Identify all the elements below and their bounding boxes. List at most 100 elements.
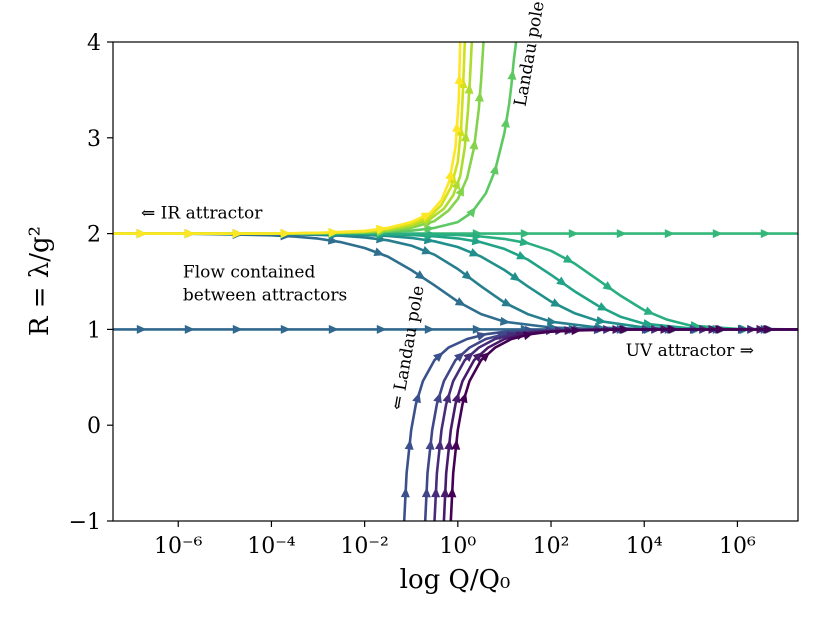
flow-arrow — [763, 324, 774, 334]
annotation-text: ⇐ IR attractor — [141, 203, 263, 223]
y-tick-label: 3 — [87, 127, 101, 152]
flow-arrow — [472, 231, 483, 241]
flow-arrow — [280, 228, 291, 238]
flow-arrow — [501, 298, 513, 307]
flow-arrow — [461, 270, 473, 280]
flow-arrow — [451, 392, 461, 404]
y-tick-label: 1 — [87, 318, 101, 343]
flow-arrow — [466, 206, 476, 218]
flow-arrow — [476, 331, 488, 341]
flow-arrow — [184, 229, 195, 239]
annotation-text: UV attractor ⇒ — [626, 341, 754, 361]
flow-arrow — [232, 324, 243, 334]
x-tick-label: 10⁴ — [626, 534, 663, 559]
flow-arrow — [464, 83, 474, 94]
flow-arrow — [421, 487, 431, 498]
annotation-text: Landau pole ⇒ — [511, 0, 553, 108]
flow-arrow — [420, 212, 432, 221]
flow-arrow — [445, 169, 455, 181]
flow-arrow — [568, 229, 579, 239]
flow-arrow — [447, 487, 457, 498]
flow-arrow — [434, 439, 444, 450]
flow-arrow — [596, 316, 607, 326]
flow-arrow — [328, 324, 339, 334]
flow-arrow — [184, 324, 195, 334]
flow-arrow — [421, 245, 433, 255]
y-tick-label: 2 — [87, 223, 101, 248]
y-tick-label: 0 — [87, 414, 101, 439]
x-tick-label: 10² — [533, 534, 570, 559]
flow-arrow — [400, 487, 410, 498]
x-tick-label: 10⁻⁴ — [247, 534, 296, 559]
flow-arrow — [433, 392, 442, 404]
flow-arrow — [664, 229, 675, 239]
flow-arrow — [619, 325, 630, 335]
annotation-text: between attractors — [183, 286, 347, 306]
flow-arrow — [451, 178, 461, 190]
flow-arrow — [472, 351, 484, 362]
flow-arrow — [460, 131, 470, 142]
x-tick-label: 10⁶ — [719, 534, 756, 559]
flow-arrow — [280, 324, 291, 334]
flow-arrow — [469, 139, 479, 150]
flow-arrow — [715, 324, 726, 334]
series-path — [449, 328, 798, 521]
flow-arrow — [712, 229, 723, 239]
flow-arrow — [444, 439, 454, 450]
x-axis-label: log Q/Q₀ — [400, 565, 511, 595]
flow-arrow — [507, 69, 517, 80]
flow-arrow — [451, 439, 461, 450]
flow-arrow — [136, 229, 147, 239]
flow-arrow — [424, 324, 435, 334]
annotation-text: ⇐ Landau pole — [387, 284, 429, 412]
flow-arrow — [376, 324, 387, 334]
flow-arrow — [509, 271, 521, 282]
flow-arrow — [602, 281, 614, 291]
flow-arrow — [414, 270, 426, 280]
flow-arrow — [499, 316, 511, 326]
series-layer — [113, 42, 798, 521]
flow-arrow — [468, 248, 480, 257]
flow-arrow — [442, 392, 452, 404]
flow-arrow — [643, 306, 655, 315]
flow-arrow — [550, 298, 562, 307]
plot-frame — [112, 41, 799, 522]
flow-arrow — [556, 276, 567, 286]
flow-arrow — [136, 324, 147, 334]
flow-arrow — [454, 74, 464, 85]
flow-arrow — [431, 487, 441, 498]
y-tick-label: 4 — [87, 31, 101, 56]
annotation-text: Flow contained — [183, 263, 316, 283]
flow-arrow — [463, 351, 474, 362]
flow-arrow — [667, 324, 678, 334]
flow-arrow — [519, 237, 531, 247]
flow-arrow — [522, 331, 534, 341]
flow-arrow — [643, 319, 654, 329]
x-tick-label: 10⁰ — [439, 534, 476, 559]
flow-arrow — [516, 251, 528, 260]
flow-arrow — [458, 392, 468, 404]
y-tick-label: −1 — [69, 510, 101, 535]
series-path — [113, 42, 462, 235]
flow-arrow — [440, 487, 450, 498]
flow-arrow — [474, 91, 484, 102]
flow-arrow — [489, 163, 499, 175]
flow-arrow — [546, 316, 558, 326]
flow-arrow — [454, 297, 466, 306]
flow-arrow — [571, 326, 582, 336]
flow-arrow — [760, 229, 771, 239]
flow-arrow — [597, 302, 609, 311]
flow-arrow — [472, 324, 483, 334]
flow-arrow — [616, 229, 627, 239]
x-tick-label: 10⁻² — [340, 534, 388, 559]
series-line — [447, 324, 798, 521]
x-tick-label: 10⁻⁶ — [154, 534, 203, 559]
flow-arrow — [433, 351, 444, 362]
flow-arrow — [412, 392, 421, 404]
flow-arrow — [520, 229, 531, 239]
flow-arrow — [562, 254, 574, 264]
y-axis-label: R = λ/g² — [25, 226, 55, 336]
flow-arrow — [376, 224, 387, 234]
flow-arrow — [500, 117, 510, 128]
